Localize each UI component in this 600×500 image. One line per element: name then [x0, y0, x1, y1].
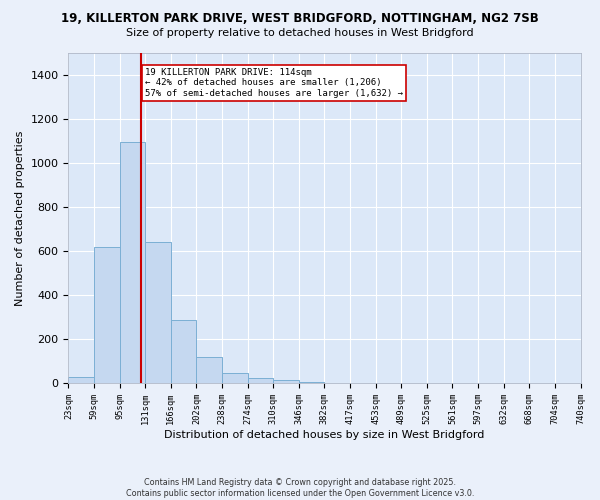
Bar [94, 246, 119, 383]
Text: 19 KILLERTON PARK DRIVE: 114sqm
← 42% of detached houses are smaller (1,206)
57%: 19 KILLERTON PARK DRIVE: 114sqm ← 42% of… [145, 68, 403, 98]
Bar [145, 242, 171, 383]
Bar [273, 380, 299, 383]
Text: Contains HM Land Registry data © Crown copyright and database right 2025.
Contai: Contains HM Land Registry data © Crown c… [126, 478, 474, 498]
Bar [119, 142, 145, 383]
Y-axis label: Number of detached properties: Number of detached properties [15, 130, 25, 306]
Bar [68, 377, 94, 383]
X-axis label: Distribution of detached houses by size in West Bridgford: Distribution of detached houses by size … [164, 430, 485, 440]
Bar [171, 320, 196, 383]
Bar [248, 378, 273, 383]
Bar [196, 357, 222, 383]
Bar [222, 373, 248, 383]
Text: 19, KILLERTON PARK DRIVE, WEST BRIDGFORD, NOTTINGHAM, NG2 7SB: 19, KILLERTON PARK DRIVE, WEST BRIDGFORD… [61, 12, 539, 26]
Text: Size of property relative to detached houses in West Bridgford: Size of property relative to detached ho… [126, 28, 474, 38]
Bar [299, 382, 325, 383]
